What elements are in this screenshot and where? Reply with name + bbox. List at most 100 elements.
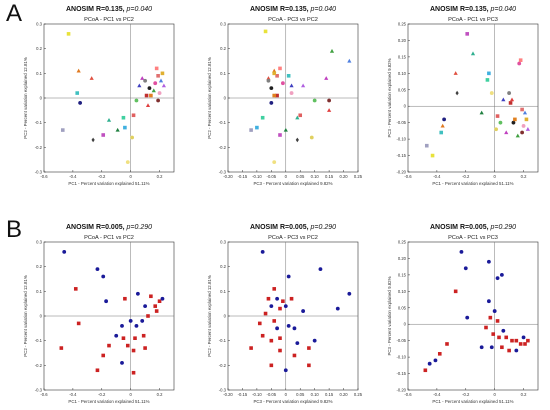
data-point bbox=[269, 338, 274, 343]
data-point bbox=[123, 296, 127, 301]
data-point bbox=[143, 304, 148, 309]
data-point bbox=[289, 83, 294, 88]
x-axis-label: PC1 - Percent variation explained 51.11% bbox=[68, 181, 149, 186]
data-point bbox=[260, 333, 265, 338]
data-point bbox=[60, 128, 65, 132]
data-point bbox=[479, 345, 484, 350]
chart-title-pvalue: p=0.290 bbox=[310, 224, 337, 231]
data-point bbox=[120, 323, 124, 328]
y-tick-label: 0.15 bbox=[398, 272, 407, 277]
x-tick-label: -0.4 bbox=[69, 174, 77, 179]
data-point bbox=[145, 103, 151, 107]
x-tick-label: -0.6 bbox=[40, 174, 48, 179]
data-point bbox=[140, 76, 145, 80]
x-tick-label: 0 bbox=[493, 392, 496, 397]
data-point bbox=[518, 58, 523, 62]
data-point bbox=[160, 71, 165, 76]
data-point bbox=[501, 97, 506, 102]
x-tick-label: -0.6 bbox=[404, 392, 412, 397]
x-tick-label: 0.05 bbox=[296, 174, 305, 179]
data-point bbox=[307, 363, 311, 368]
data-point bbox=[489, 91, 494, 95]
data-point bbox=[289, 91, 294, 95]
chart-subtitle: PCoA - PC1 vs PC3 bbox=[448, 235, 498, 241]
y-axis-label: PC3 - Percent variation explained 9.82% bbox=[387, 58, 392, 137]
data-point bbox=[437, 352, 442, 356]
y-tick-label: -0.20 bbox=[396, 388, 406, 393]
data-point bbox=[278, 306, 282, 311]
y-tick-label: -0.2 bbox=[219, 145, 227, 150]
data-point bbox=[489, 345, 494, 350]
data-point bbox=[283, 304, 288, 309]
data-point bbox=[141, 333, 146, 338]
plot-frame bbox=[407, 241, 539, 391]
data-point bbox=[329, 48, 335, 53]
x-tick-label: 0.2 bbox=[157, 392, 163, 397]
x-tick-label: -0.2 bbox=[462, 174, 470, 179]
data-point bbox=[275, 93, 279, 98]
data-point bbox=[272, 319, 277, 323]
y-axis-label: PC3 - Percent variation explained 9.82% bbox=[387, 276, 392, 355]
plot-frame bbox=[407, 23, 539, 173]
data-point bbox=[272, 68, 277, 73]
x-tick-label: 0 bbox=[493, 174, 496, 179]
data-point bbox=[128, 319, 133, 323]
data-point bbox=[515, 133, 520, 138]
data-point bbox=[507, 348, 511, 353]
y-tick-label: -0.2 bbox=[35, 145, 43, 150]
data-point bbox=[312, 338, 317, 343]
data-point bbox=[278, 133, 282, 137]
chart-subtitle: PCoA - PC3 vs PC2 bbox=[268, 235, 318, 241]
data-point bbox=[309, 135, 314, 140]
y-tick-label: 0 bbox=[40, 314, 43, 319]
data-point bbox=[504, 130, 509, 135]
data-point bbox=[260, 249, 265, 254]
x-tick-label: 0.10 bbox=[311, 392, 320, 397]
data-point bbox=[278, 66, 282, 71]
y-tick-label: 0.1 bbox=[220, 71, 226, 76]
y-axis-label: PC2 - Percent variation explained 12.81% bbox=[207, 57, 212, 139]
y-tick-label: 0 bbox=[40, 96, 43, 101]
data-point bbox=[78, 101, 83, 105]
x-axis-label: PC1 - Percent variation explained 51.11% bbox=[432, 399, 513, 404]
y-tick-label: 0.10 bbox=[398, 289, 407, 294]
y-tick-label: -0.1 bbox=[35, 120, 43, 125]
y-tick-label: -0.20 bbox=[396, 170, 406, 175]
x-tick-label: -0.4 bbox=[69, 392, 77, 397]
y-tick-label: -0.2 bbox=[219, 363, 227, 368]
x-tick-label: -0.4 bbox=[433, 174, 441, 179]
data-point bbox=[143, 346, 147, 350]
x-tick-label: -0.15 bbox=[238, 392, 248, 397]
data-point bbox=[272, 160, 277, 165]
data-point bbox=[520, 107, 524, 112]
data-point bbox=[517, 61, 522, 66]
chart-title-stat: ANOSIM R=0.135, bbox=[66, 6, 127, 13]
data-point bbox=[157, 299, 162, 303]
data-point bbox=[455, 90, 459, 96]
chart-title-pvalue: p=0.290 bbox=[490, 224, 517, 231]
data-point bbox=[445, 342, 449, 346]
data-point bbox=[301, 83, 306, 88]
data-point bbox=[147, 86, 152, 91]
data-point bbox=[156, 74, 160, 78]
x-axis-label: PC3 - Percent variation explained 9.82% bbox=[253, 181, 332, 186]
data-point bbox=[524, 117, 529, 122]
y-tick-label: -0.15 bbox=[396, 371, 406, 376]
data-point bbox=[521, 124, 526, 128]
data-point bbox=[295, 137, 299, 143]
x-tick-label: -0.2 bbox=[462, 392, 470, 397]
data-point bbox=[494, 127, 499, 132]
x-tick-label: 0 bbox=[285, 174, 288, 179]
data-point bbox=[281, 299, 285, 303]
data-point bbox=[275, 74, 279, 78]
data-point bbox=[101, 353, 106, 358]
data-point bbox=[140, 319, 145, 323]
data-point bbox=[272, 287, 277, 291]
chart-title-pvalue: p=0.040 bbox=[310, 6, 337, 13]
data-point bbox=[134, 323, 139, 328]
y-tick-label: 0 bbox=[404, 104, 407, 109]
data-point bbox=[525, 127, 530, 131]
y-tick-label: -0.2 bbox=[35, 363, 43, 368]
data-point bbox=[286, 323, 291, 328]
chart-title-stat: ANOSIM R=0.135, bbox=[250, 6, 311, 13]
